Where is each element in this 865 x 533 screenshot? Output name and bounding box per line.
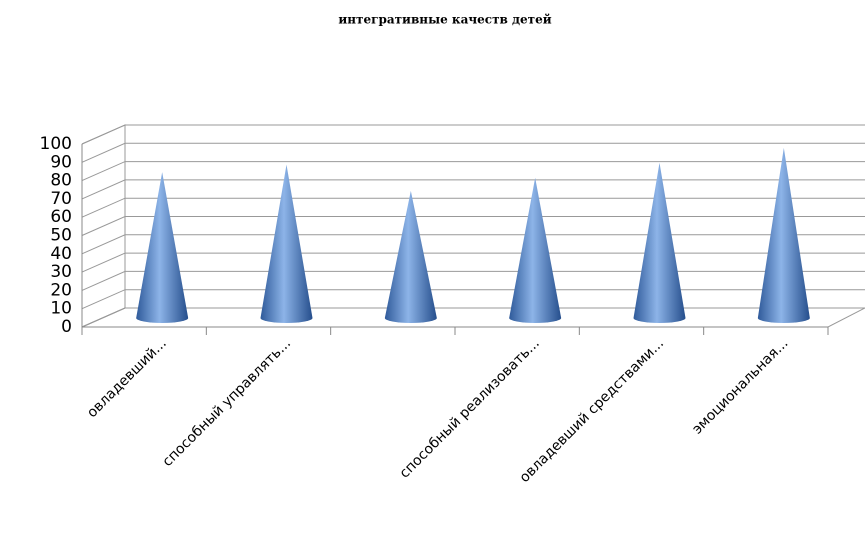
y-tick-label: 70 [50,189,72,209]
cone-body [757,147,810,324]
y-tick-label: 100 [40,134,72,154]
x-tick-label: овладевший... [84,335,170,421]
cone [136,172,189,324]
cone [757,147,810,324]
y-tick-label: 60 [50,207,72,227]
grid-line [81,161,865,182]
cone-body [509,177,562,323]
grid-line [81,252,865,273]
cone-body [384,190,437,324]
grid-line [81,307,865,328]
grid-line [81,142,865,163]
grid-line [81,197,865,218]
y-tick-label: 50 [50,226,72,246]
grid-line [81,124,865,145]
chart-title: интегративные качеств детей [338,13,551,27]
cone [260,164,313,324]
x-tick-label: овладевший средствами... [517,335,668,486]
y-tick-label: 0 [61,317,72,337]
y-tick-label: 80 [50,171,72,191]
y-tick-label: 40 [50,244,72,264]
x-tick-label: эмоциональная... [689,335,791,437]
x-tick-label: способный реализовать... [397,335,543,481]
x-tick-label: способный управлять... [160,335,295,470]
floor [81,307,865,328]
y-tick-label: 90 [50,152,72,172]
grid-line [81,216,865,236]
cone [509,177,562,323]
cone-body [260,164,313,324]
cone [633,162,686,324]
cone-body [633,162,686,324]
grid-line [81,179,865,200]
grid-line [81,234,865,255]
cone-body [136,172,189,324]
y-tick-label: 10 [50,299,72,319]
cone [384,190,437,324]
grid-line [81,289,865,310]
y-tick-label: 20 [50,280,72,300]
y-tick-label: 30 [50,262,72,282]
grid-line [81,270,865,291]
